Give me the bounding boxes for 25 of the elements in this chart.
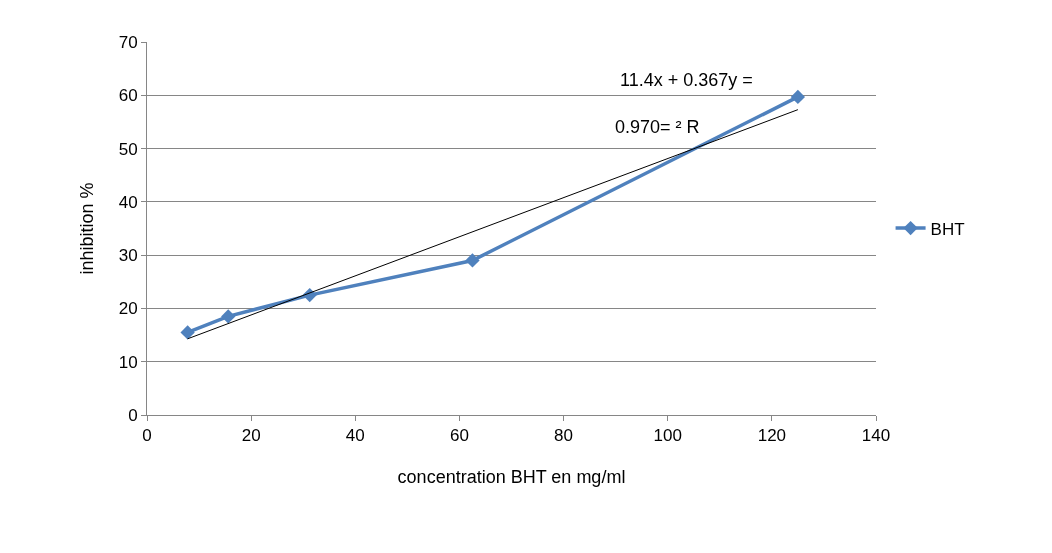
- point: [465, 253, 480, 268]
- x-tick-label: 80: [554, 426, 574, 446]
- x-tick-label: 120: [757, 426, 787, 446]
- y-tick-label: 10: [118, 352, 138, 372]
- y-axis-title: inhibition %: [76, 182, 97, 275]
- y-tick-label: 20: [118, 299, 138, 319]
- y-tick-label: 60: [118, 86, 138, 106]
- x-tick-label: 0: [142, 426, 152, 446]
- x-tick-label: 140: [861, 426, 891, 446]
- y-tick-label: 30: [118, 246, 138, 266]
- legend-label: BHT: [930, 219, 965, 239]
- y-tick-label: 0: [128, 405, 138, 425]
- point: [221, 309, 236, 324]
- x-tick-label: 100: [653, 426, 682, 446]
- x-tick-label: 60: [449, 426, 469, 446]
- x-tick-label: 40: [345, 426, 365, 446]
- y-tick-label: 50: [118, 139, 138, 159]
- x-tick-label: 20: [241, 426, 261, 446]
- annotation: 0.970= ² R: [615, 117, 700, 137]
- point: [790, 89, 806, 105]
- annotation: 11.4x + 0.367y =: [620, 70, 753, 90]
- y-tick-label: 40: [118, 192, 138, 212]
- x-axis-title: concentration BHT en mg/ml: [397, 466, 626, 487]
- point: [180, 325, 195, 340]
- y-tick-label: 70: [118, 32, 138, 52]
